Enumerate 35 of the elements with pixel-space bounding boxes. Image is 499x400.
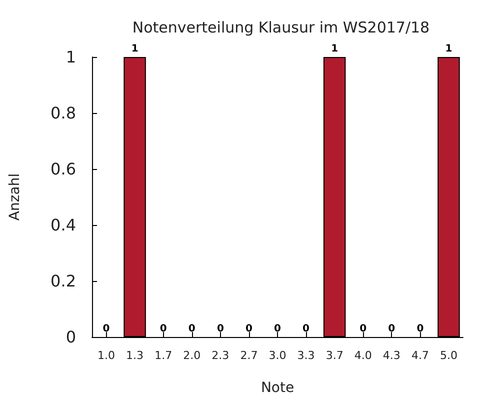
data-label: 0 [102,324,110,334]
x-tick-label: 4.0 [354,349,372,362]
x-tick-label: 4.3 [382,349,400,362]
data-label: 0 [245,324,252,334]
data-label: 0 [216,324,224,334]
y-tick-label: 0.8 [50,104,76,122]
data-label: 0 [360,324,367,334]
x-tick-label: 2.0 [183,349,201,362]
data-label: 0 [160,324,167,334]
x-tick-label: 3.0 [268,349,286,362]
data-label: 1 [131,44,138,54]
x-tick-label: 1.3 [126,349,144,362]
x-tick-label: 1.7 [154,349,172,362]
x-tick-label: 3.7 [326,349,344,362]
y-tick-label: 0 [66,328,76,346]
data-label: 0 [302,324,310,334]
data-label: 0 [416,324,424,334]
x-tick-label: 4.7 [411,349,429,362]
chart-title: Notenverteilung Klausur im WS2017/18 [132,18,430,36]
y-tick-label: 1 [66,48,76,66]
y-tick-label: 0.4 [50,216,76,234]
data-label: 1 [331,44,338,54]
x-tick-label: 3.3 [297,349,315,362]
x-tick-label: 5.0 [440,349,458,362]
y-tick-label: 0.2 [50,272,76,290]
x-tick-label: 1.0 [98,349,116,362]
y-tick-label: 0.6 [50,160,76,178]
data-label: 0 [388,324,396,334]
data-label: 0 [188,324,196,334]
data-label: 0 [274,324,282,334]
x-tick-label: 2.7 [240,349,258,362]
data-label: 1 [445,44,452,54]
x-tick-label: 2.3 [212,349,230,362]
x-axis-title: Note [260,380,294,396]
y-axis-title: Anzahl [7,173,23,221]
